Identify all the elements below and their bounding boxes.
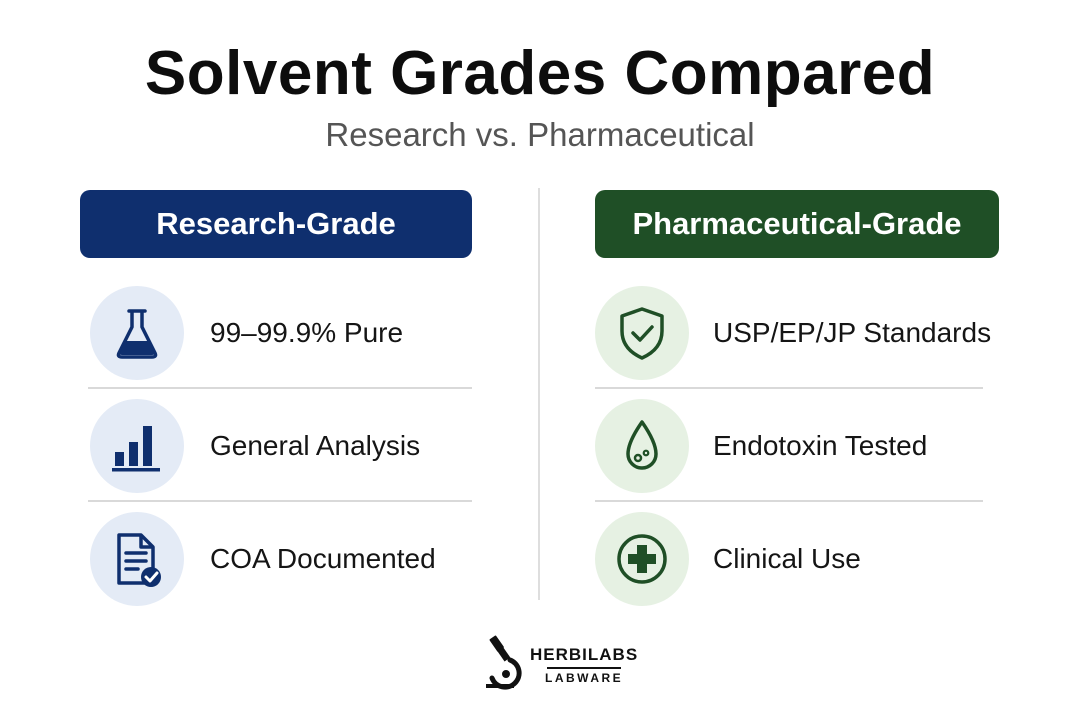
page-subtitle: Research vs. Pharmaceutical bbox=[325, 116, 755, 153]
pharma-header: Pharmaceutical-Grade bbox=[595, 190, 999, 258]
research-item-label: COA Documented bbox=[210, 542, 436, 574]
document-check-icon bbox=[90, 511, 184, 606]
brand-tagline: LABWARE bbox=[545, 670, 624, 685]
research-item-label: General Analysis bbox=[210, 429, 421, 461]
column-divider bbox=[538, 188, 540, 600]
pharma-column: Pharmaceutical-Grade USP/EP/JP Standards bbox=[595, 190, 999, 615]
pharma-item-clinical: Clinical Use bbox=[595, 502, 999, 615]
droplet-icon bbox=[595, 398, 689, 493]
flask-icon bbox=[90, 285, 184, 380]
row-divider bbox=[595, 387, 983, 389]
brand-text: HERBILABS LABWARE bbox=[530, 645, 638, 685]
research-header: Research-Grade bbox=[80, 190, 472, 258]
pharma-item-label: Clinical Use bbox=[713, 542, 861, 574]
pharma-item-endotoxin: Endotoxin Tested bbox=[595, 389, 999, 502]
microscope-icon bbox=[482, 634, 526, 695]
research-column: Research-Grade 99–99.9% Pure bbox=[80, 190, 472, 615]
pharma-item-standards: USP/EP/JP Standards bbox=[595, 276, 999, 389]
research-item-label: 99–99.9% Pure bbox=[210, 316, 404, 348]
pharma-item-label: Endotoxin Tested bbox=[713, 429, 928, 461]
research-item-analysis: General Analysis bbox=[80, 389, 472, 502]
shield-check-icon bbox=[595, 285, 689, 380]
row-divider bbox=[88, 500, 472, 502]
brand-name: HERBILABS bbox=[530, 644, 639, 664]
brand-underline bbox=[547, 666, 622, 669]
research-item-coa: COA Documented bbox=[80, 502, 472, 615]
page-title: Solvent Grades Compared bbox=[144, 39, 936, 108]
research-item-purity: 99–99.9% Pure bbox=[80, 276, 472, 389]
medical-cross-icon bbox=[595, 511, 689, 606]
row-divider bbox=[88, 387, 472, 389]
bar-chart-icon bbox=[90, 398, 184, 493]
row-divider bbox=[595, 500, 983, 502]
pharma-item-label: USP/EP/JP Standards bbox=[713, 316, 992, 348]
brand-logo: HERBILABS LABWARE bbox=[482, 634, 638, 695]
